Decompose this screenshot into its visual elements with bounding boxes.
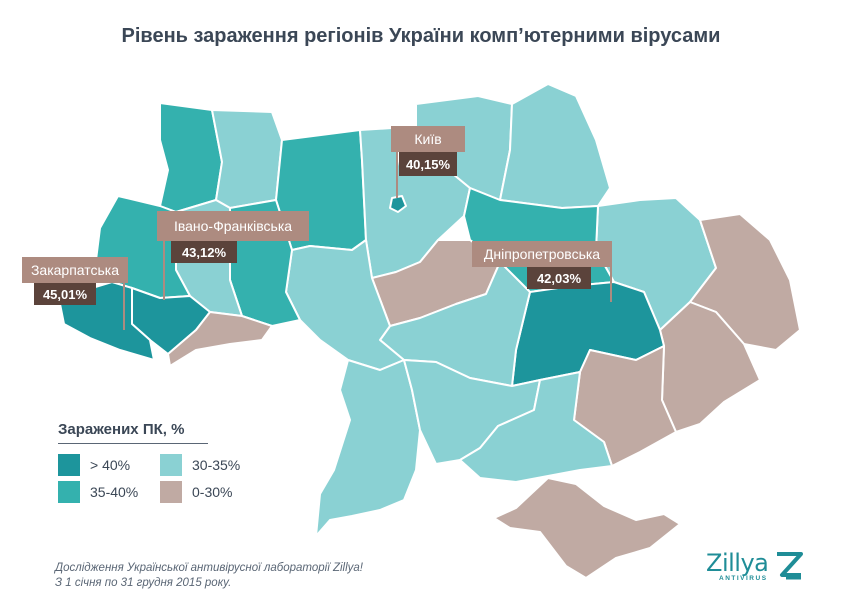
callout-zakarpattia-region: Закарпатська <box>31 262 119 278</box>
zillya-logo: Zillya ANTIVIRUS <box>706 549 806 585</box>
region-sumy <box>499 83 611 209</box>
logo-name: Zillya <box>706 549 769 577</box>
legend-swatch <box>58 454 80 476</box>
callout-kyiv-value: 40,15% <box>406 157 451 172</box>
callout-dnipropetrovsk <box>472 241 612 302</box>
source-note: Дослідження Української антивірусної лаб… <box>55 561 363 591</box>
legend-label: > 40% <box>90 457 131 473</box>
region-chernivtsi <box>167 311 273 367</box>
legend-item-low: 30-35% <box>160 454 240 476</box>
callout-kyiv <box>391 126 465 198</box>
region-luhansk <box>689 213 801 351</box>
source-note-line-2: З 1 січня по 31 грудня 2015 року. <box>55 577 232 589</box>
legend-label: 30-35% <box>192 457 241 473</box>
legend-item-mid: 35-40% <box>58 481 138 503</box>
callout-kyiv-region: Київ <box>414 131 441 147</box>
legend-swatch <box>58 481 80 503</box>
callout-zakarpattia <box>22 257 128 330</box>
callout-dnipropetrovsk-region: Дніпропетровська <box>484 246 600 262</box>
region-crimea <box>493 477 681 579</box>
callout-ivano-frankivsk-value: 43,12% <box>182 245 227 260</box>
legend-item-high: > 40% <box>58 454 130 476</box>
callout-zakarpattia-value: 45,01% <box>43 287 88 302</box>
legend-label: 35-40% <box>90 484 139 500</box>
region-vinnytsia <box>285 239 405 371</box>
legend-swatch <box>160 481 182 503</box>
callout-ivano-frankivsk <box>157 211 309 300</box>
legend-divider <box>58 443 208 444</box>
legend-swatch <box>160 454 182 476</box>
region-rivne <box>211 109 283 209</box>
callout-dnipropetrovsk-value: 42,03% <box>537 271 582 286</box>
zillya-mark-icon <box>777 552 803 580</box>
legend-label: 0-30% <box>192 484 233 500</box>
legend-item-lowest: 0-30% <box>160 481 232 503</box>
legend-title: Заражених ПК, % <box>58 421 185 438</box>
region-odesa <box>315 359 421 537</box>
region-kyiv-city <box>389 195 407 213</box>
region-kherson <box>459 371 613 483</box>
map-title: Рівень зараження регіонів України комп’ю… <box>121 25 721 47</box>
logo-subtitle: ANTIVIRUS <box>719 575 768 582</box>
region-volyn <box>159 102 223 213</box>
callout-ivano-frankivsk-region: Івано-Франківська <box>174 218 292 234</box>
source-note-line-1: Дослідження Української антивірусної лаб… <box>55 562 364 574</box>
